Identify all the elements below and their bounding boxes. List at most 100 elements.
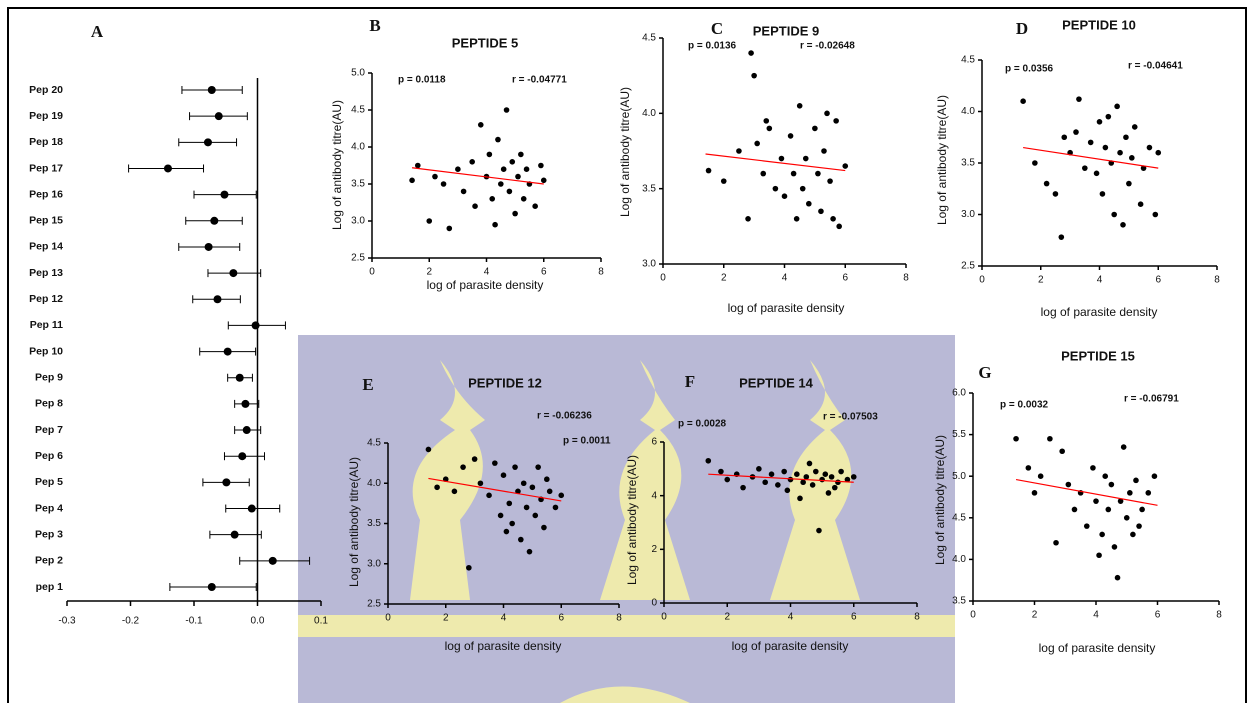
data-point (509, 520, 515, 527)
x-tick-label: 0 (970, 610, 976, 621)
estimate-point (214, 112, 223, 121)
p-value: p = 0.0136 (688, 41, 737, 52)
data-point (1108, 481, 1115, 488)
data-point (520, 480, 527, 487)
data-point (498, 181, 504, 187)
data-point (492, 460, 498, 466)
estimate-point (241, 399, 250, 408)
data-point (515, 488, 521, 495)
estimate-point (247, 504, 256, 513)
x-tick-label: 0 (660, 273, 666, 284)
y-tick-label: 2 (651, 544, 657, 555)
estimate-point (230, 530, 239, 539)
data-point (1117, 498, 1124, 504)
category-label: Pep 6 (35, 450, 63, 462)
y-axis-label: Log of antibody titre(AU) (618, 87, 632, 217)
estimate-point (207, 583, 216, 591)
data-point (802, 155, 809, 162)
data-point (1120, 222, 1126, 228)
x-tick-label: 2 (721, 273, 727, 284)
data-point (768, 471, 775, 478)
data-point (1126, 180, 1132, 187)
category-label: Pep 15 (29, 215, 63, 227)
x-axis-label: log of parasite density (1041, 305, 1158, 319)
panel-letter: A (91, 22, 104, 41)
category-label: Pep 2 (35, 555, 63, 567)
data-point (799, 185, 806, 192)
y-tick-label: 3.5 (961, 158, 975, 169)
trend-line (1015, 478, 1158, 506)
x-axis-label: log of parasite density (728, 301, 845, 315)
data-point (787, 476, 794, 483)
y-tick-label: 6.0 (952, 388, 966, 399)
y-tick-label: 3.5 (952, 596, 966, 607)
data-point (740, 484, 746, 491)
data-point (822, 471, 829, 478)
panel-letter: C (711, 19, 723, 38)
data-point (1090, 465, 1096, 471)
y-tick-label: 4.5 (351, 105, 365, 116)
data-point (812, 125, 818, 132)
y-tick-label: 5.0 (952, 471, 966, 482)
data-point (1105, 506, 1112, 513)
frame (7, 7, 1247, 703)
y-axis-label: Log of antibody titre(AU) (935, 95, 949, 225)
y-tick-label: 4.0 (367, 478, 381, 489)
data-point (506, 500, 513, 507)
y-tick-label: 3.5 (367, 518, 381, 529)
data-point (503, 528, 510, 535)
x-tick-label: 0.1 (314, 616, 328, 627)
x-tick-label: 4 (1097, 275, 1103, 286)
data-point (540, 177, 547, 184)
data-point (1155, 149, 1162, 156)
x-tick-label: 8 (1214, 275, 1220, 286)
x-tick-label: 8 (914, 612, 920, 623)
y-tick-label: 0 (651, 598, 657, 609)
data-point (751, 72, 757, 79)
data-point (818, 208, 824, 215)
data-point (538, 162, 544, 169)
x-axis-label: log of parasite density (427, 278, 544, 292)
data-point (526, 548, 533, 555)
trend-line (1023, 146, 1159, 169)
data-point (477, 122, 484, 128)
estimate-point (223, 347, 232, 356)
data-point (1093, 170, 1100, 177)
data-point (434, 484, 440, 491)
estimate-point (251, 321, 260, 330)
x-tick-label: 8 (616, 613, 622, 624)
category-label: Pep 7 (35, 424, 63, 436)
r-value: r = -0.02648 (800, 41, 855, 52)
y-tick-label: 3.0 (961, 209, 975, 220)
data-point (495, 136, 501, 143)
data-point (440, 181, 447, 187)
data-point (1127, 490, 1133, 496)
p-value: p = 0.0118 (398, 75, 446, 86)
data-point (766, 125, 773, 132)
data-point (1071, 506, 1078, 513)
estimate-point (207, 86, 216, 94)
p-value: p = 0.0356 (1005, 64, 1054, 75)
data-point (800, 479, 806, 486)
data-point (816, 527, 822, 534)
x-tick-label: 6 (1155, 610, 1161, 621)
panel-letter: F (685, 372, 695, 391)
data-point (1111, 211, 1117, 218)
data-point (432, 173, 438, 180)
x-tick-label: 2 (1032, 610, 1038, 621)
data-point (469, 159, 475, 165)
data-point (760, 170, 767, 177)
data-point (844, 476, 851, 483)
data-point (1099, 531, 1105, 538)
estimate-point (235, 373, 244, 382)
data-point (828, 474, 835, 480)
data-point (460, 464, 466, 470)
data-point (477, 480, 484, 487)
estimate-point (203, 138, 212, 147)
data-point (1020, 98, 1026, 104)
data-point (1117, 149, 1123, 156)
estimate-point (204, 242, 213, 251)
data-point (1061, 134, 1068, 141)
watermark-band (298, 615, 955, 637)
